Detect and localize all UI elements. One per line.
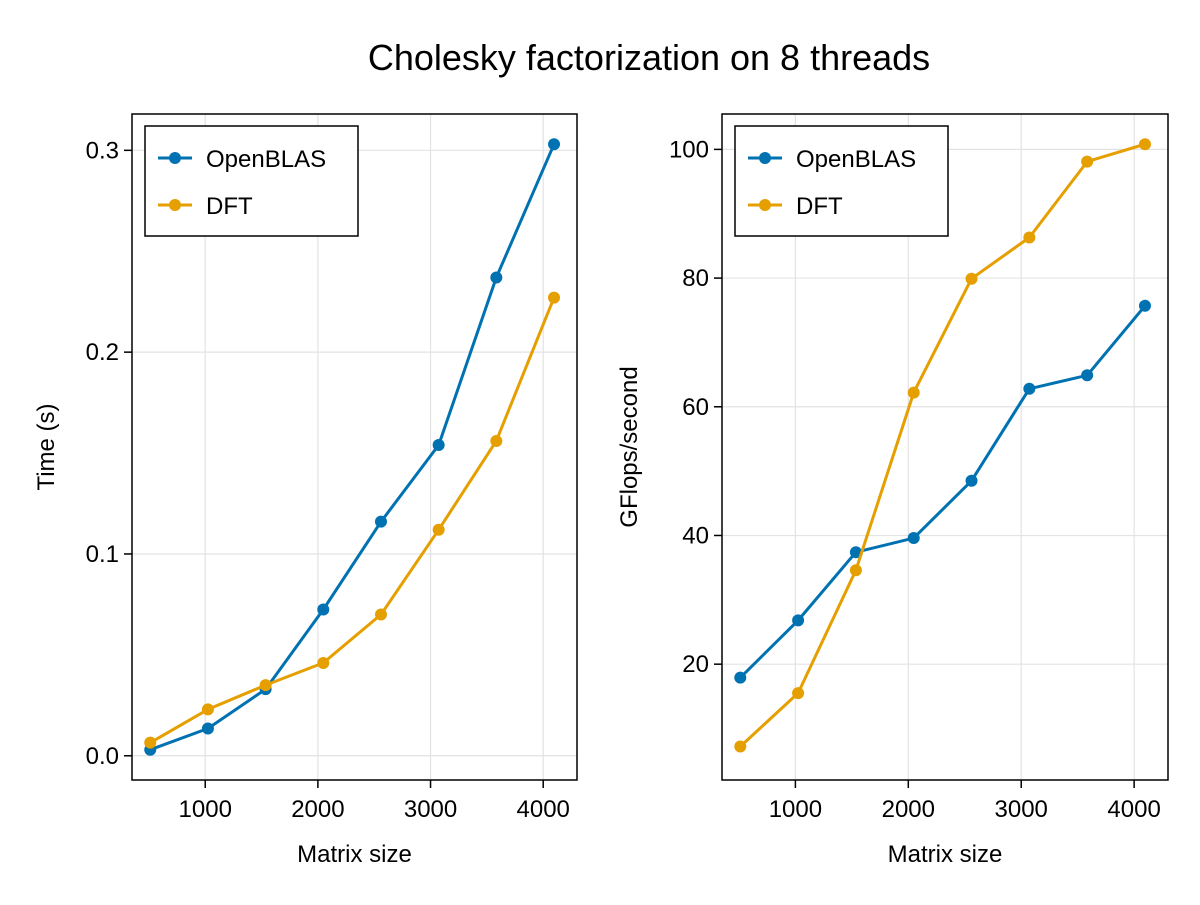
data-point-openblas (792, 614, 805, 627)
data-point-openblas (432, 438, 445, 451)
data-point-dft (965, 272, 978, 285)
x-axis-label: Matrix size (297, 841, 412, 868)
x-tick-label: 1000 (179, 796, 232, 823)
data-point-dft (792, 687, 805, 700)
data-point-dft (734, 740, 747, 753)
x-tick-label: 4000 (1107, 796, 1160, 823)
y-tick-label: 60 (682, 394, 709, 421)
data-point-openblas (907, 532, 920, 545)
data-point-openblas (965, 474, 978, 487)
data-point-openblas (1023, 382, 1036, 395)
y-axis-label: Time (s) (33, 403, 60, 490)
data-point-openblas (490, 271, 503, 284)
y-tick-label: 80 (682, 265, 709, 292)
series-line-openblas (149, 143, 556, 752)
y-tick-label: 0.2 (86, 339, 119, 366)
data-point-dft (1138, 138, 1151, 151)
legend-box (144, 125, 359, 237)
data-point-dft (374, 608, 387, 621)
plot-frame (131, 113, 578, 781)
y-tick-label: 100 (669, 136, 709, 163)
data-point-dft (144, 736, 157, 749)
legend: OpenBLAS DFT (734, 125, 949, 237)
legend-swatch-marker (169, 199, 181, 211)
data-point-dft (849, 564, 862, 577)
data-point-dft (1081, 155, 1094, 168)
x-tick-label: 4000 (517, 796, 570, 823)
time-panel: 1000 2000 3000 4000 0.0 0.1 0.2 0.3 Matrix size T… (33, 113, 578, 868)
data-point-openblas (1138, 299, 1151, 312)
x-tick-label: 2000 (291, 796, 344, 823)
data-point-dft (432, 523, 445, 536)
y-tick-label: 20 (682, 651, 709, 678)
data-point-dft (201, 703, 214, 716)
data-point-dft (907, 386, 920, 399)
y-axis-label: GFlops/second (616, 366, 643, 527)
legend-swatch-marker (169, 152, 181, 164)
x-tick-label: 2000 (882, 796, 935, 823)
gflops-panel: 1000 2000 3000 4000 20 40 60 80 100 Matrix size GF… (616, 113, 1169, 868)
data-point-openblas (317, 603, 330, 616)
figure-title: Cholesky factorization on 8 threads (368, 37, 930, 78)
y-tick-label: 0.0 (86, 743, 119, 770)
legend: OpenBLAS DFT (144, 125, 359, 237)
y-tick-label: 0.3 (86, 137, 119, 164)
legend-label-dft: DFT (796, 193, 843, 220)
data-point-dft (548, 291, 561, 304)
data-point-openblas (849, 546, 862, 559)
series-line-openblas (739, 304, 1147, 679)
x-axis-label: Matrix size (888, 841, 1003, 868)
y-tick-label: 40 (682, 522, 709, 549)
data-point-openblas (734, 671, 747, 684)
x-tick-label: 3000 (995, 796, 1048, 823)
data-point-dft (1023, 231, 1036, 244)
data-point-dft (259, 679, 272, 692)
legend-box (734, 125, 949, 237)
plot-frame (721, 113, 1169, 781)
series-line-dft (149, 297, 556, 744)
legend-swatch-marker (759, 199, 771, 211)
x-tick-label: 1000 (769, 796, 822, 823)
legend-label-openblas: OpenBLAS (796, 146, 916, 173)
series-line-dft (739, 142, 1146, 748)
data-point-openblas (374, 515, 387, 528)
legend-label-dft: DFT (206, 193, 253, 220)
legend-swatch-marker (759, 152, 771, 164)
y-tick-label: 0.1 (86, 541, 119, 568)
x-tick-label: 3000 (404, 796, 457, 823)
data-point-dft (490, 434, 503, 447)
data-point-openblas (201, 722, 214, 735)
data-point-dft (317, 656, 330, 669)
data-point-openblas (1081, 369, 1094, 382)
legend-label-openblas: OpenBLAS (206, 146, 326, 173)
data-point-openblas (548, 138, 561, 151)
